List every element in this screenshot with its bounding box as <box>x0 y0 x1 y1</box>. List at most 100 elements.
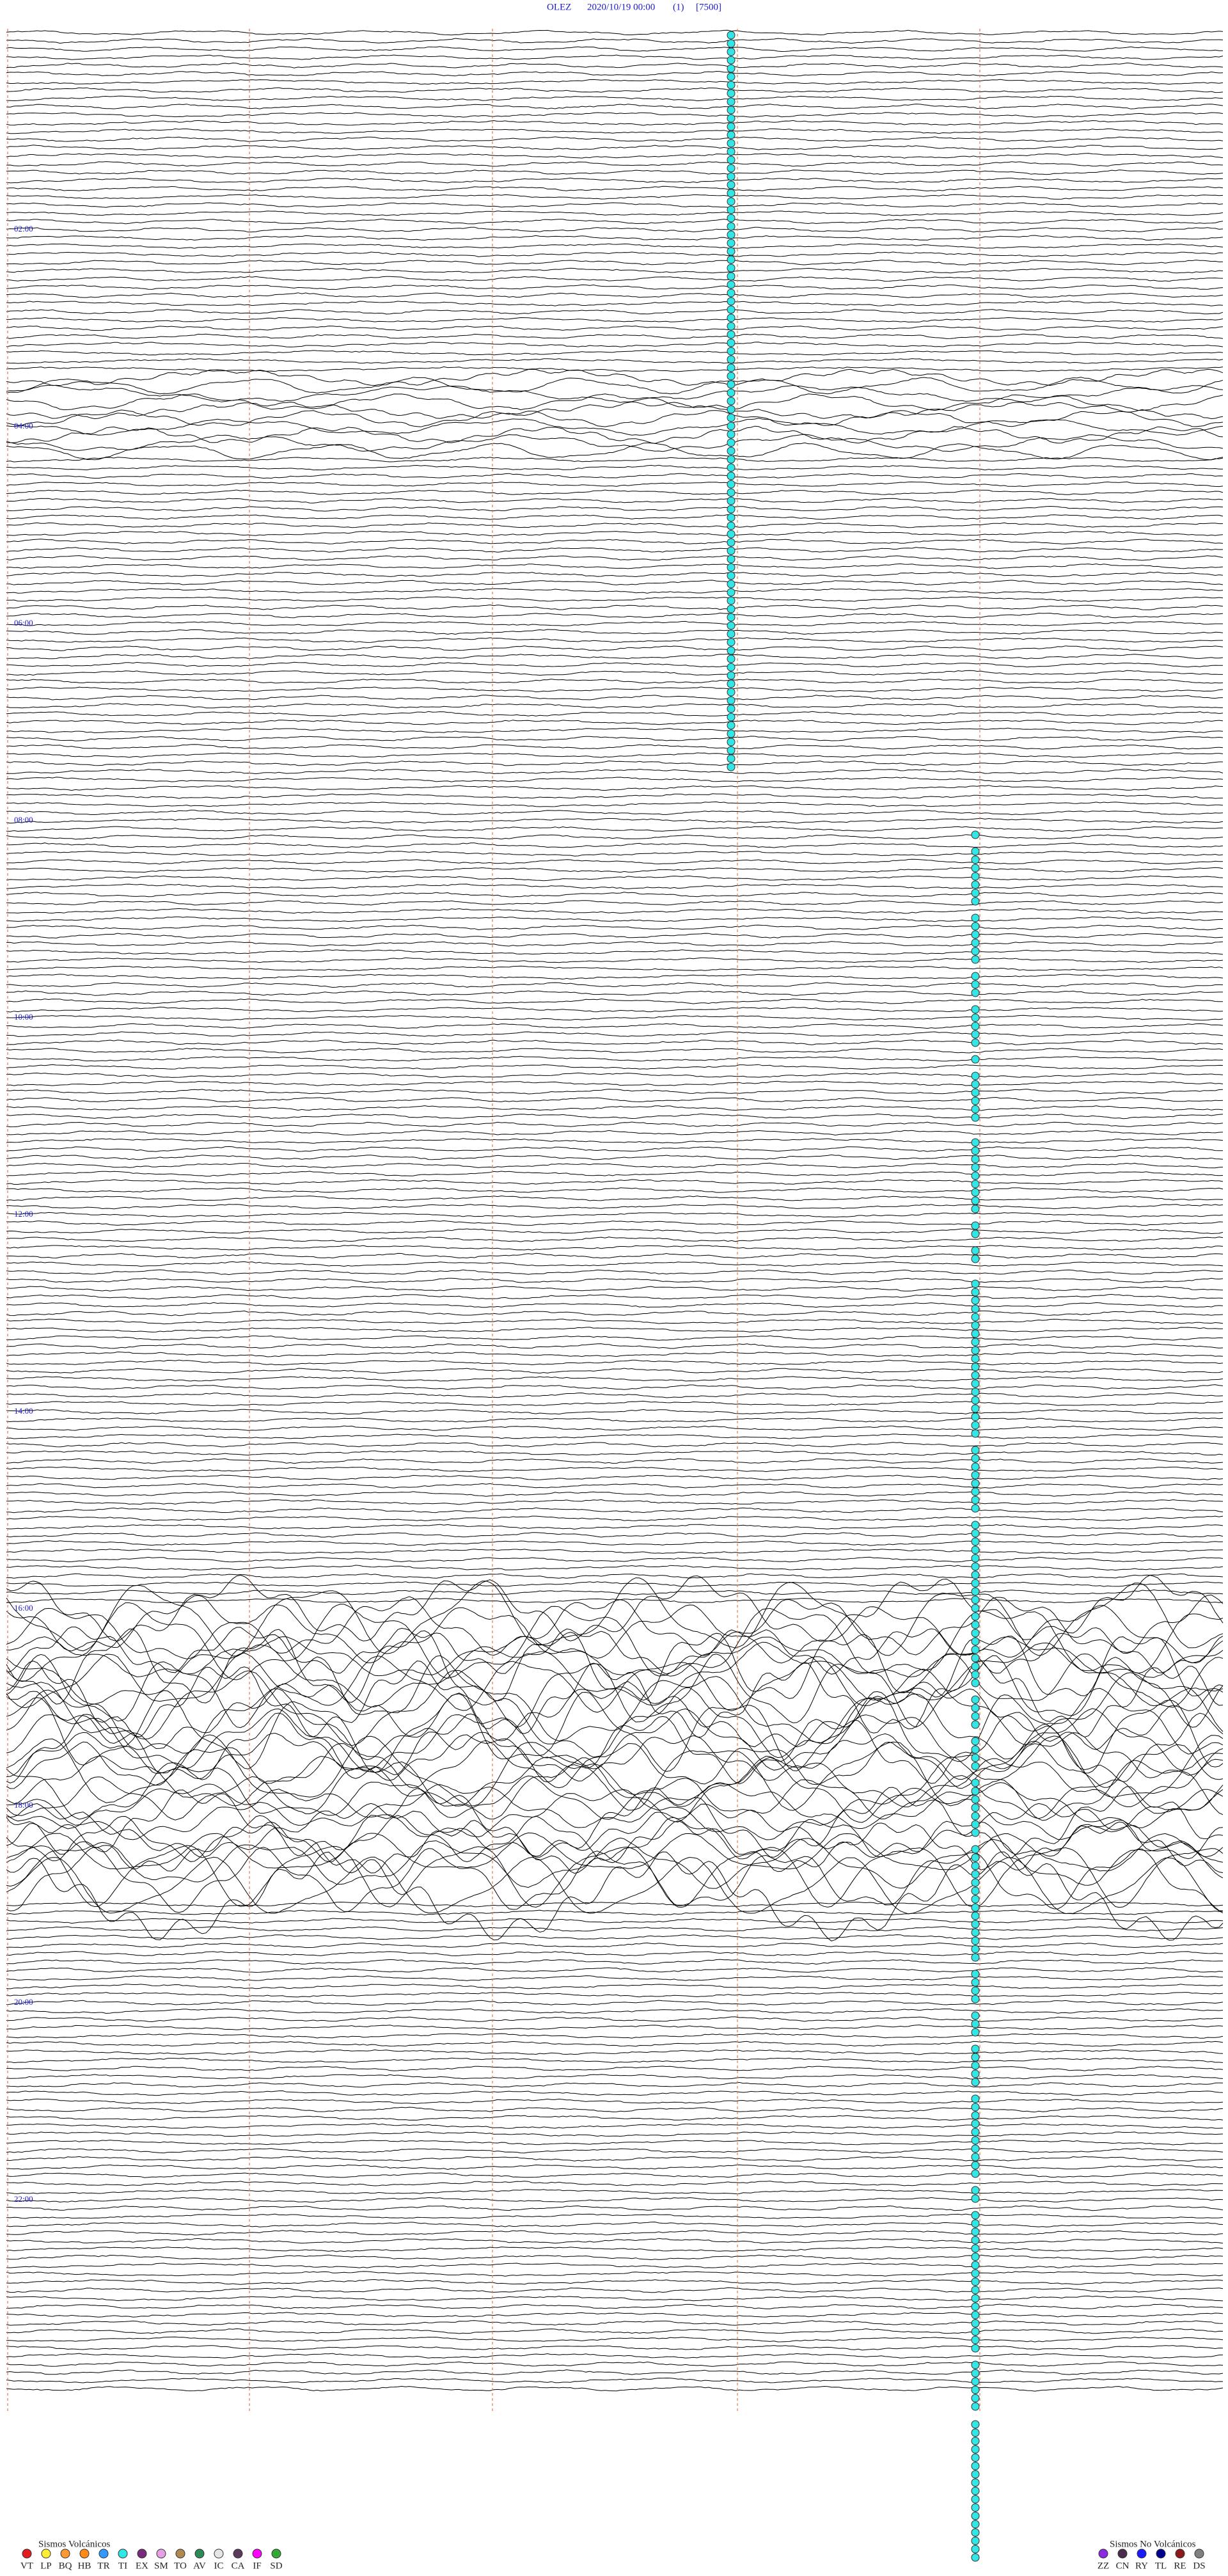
trace <box>6 867 1224 873</box>
trace <box>6 87 1224 93</box>
trace <box>6 785 1224 791</box>
trace <box>6 226 1224 233</box>
trace <box>6 1343 1224 1349</box>
trace <box>6 308 1224 315</box>
trace <box>6 883 1224 890</box>
event-dot <box>971 2319 980 2328</box>
event-dot <box>727 272 736 281</box>
trace <box>6 243 1224 249</box>
hour-label: 10:00 <box>14 1012 33 1022</box>
event-dot <box>727 530 736 539</box>
trace <box>6 1573 1224 1579</box>
event-dot <box>727 721 736 730</box>
event-dot <box>727 139 736 148</box>
event-dot <box>727 696 736 705</box>
legend-label: EX <box>136 2561 148 2571</box>
event-dot <box>971 2144 980 2153</box>
trace <box>6 1400 1224 1407</box>
legend-label: RY <box>1135 2561 1148 2571</box>
trace <box>6 1039 1224 1045</box>
event-dot <box>971 1886 980 1895</box>
legend-label: TR <box>97 2561 109 2571</box>
legend-swatch <box>271 2548 281 2559</box>
event-dot <box>727 189 736 198</box>
event-dot <box>971 1903 980 1912</box>
event-dot <box>971 2394 980 2403</box>
trace <box>6 2115 1224 2121</box>
trace <box>6 990 1223 996</box>
legend-swatch <box>1194 2548 1204 2559</box>
legend-swatch <box>79 2548 90 2559</box>
trace <box>6 317 1224 323</box>
trace <box>6 1376 1224 1382</box>
trace <box>6 2164 1224 2170</box>
event-dot <box>971 1762 980 1771</box>
legend-title: Sismos No Volcánicos <box>1110 2539 1196 2549</box>
event-dot <box>971 1911 980 1920</box>
event-dot <box>971 1662 980 1671</box>
event-dot <box>971 2302 980 2311</box>
event-dot <box>971 1180 980 1189</box>
legend-swatch <box>175 2548 185 2559</box>
trace <box>6 2188 1224 2195</box>
trace <box>6 2066 1224 2071</box>
event-dot <box>971 1878 980 1887</box>
trace <box>6 1803 1224 1858</box>
trace <box>6 442 1224 461</box>
event-dot <box>971 1496 980 1505</box>
event-dot <box>727 355 736 364</box>
trace <box>6 1652 1224 1713</box>
legend-swatch <box>1117 2548 1128 2559</box>
trace <box>6 1629 1224 1705</box>
event-dot <box>971 1462 980 1471</box>
trace <box>6 2000 1224 2006</box>
event-dot <box>727 604 736 613</box>
event-dot <box>971 1421 980 1430</box>
event-dot <box>727 679 736 688</box>
trace <box>6 194 1224 200</box>
trace <box>6 1984 1224 1989</box>
trace <box>6 2090 1224 2096</box>
trace <box>6 1302 1224 1308</box>
trace <box>6 267 1224 274</box>
trace <box>6 1967 1224 1973</box>
event-dot <box>971 2428 980 2437</box>
event-dot <box>727 180 736 189</box>
trace <box>6 1187 1224 1193</box>
event-dot <box>727 322 736 331</box>
trace <box>6 1252 1224 1259</box>
event-dot <box>971 1030 980 1039</box>
event-dot <box>971 2385 980 2394</box>
trace <box>6 826 1224 832</box>
trace <box>6 1636 1224 1678</box>
trace <box>6 933 1224 939</box>
event-dot <box>971 2244 980 2253</box>
trace <box>6 1597 1224 1604</box>
trace <box>6 1286 1224 1292</box>
trace <box>6 1138 1224 1144</box>
trace <box>6 2181 1224 2186</box>
event-dot <box>727 671 736 680</box>
trace <box>6 1950 1223 1957</box>
trace <box>6 637 1223 643</box>
event-dot <box>971 2294 980 2303</box>
trace <box>6 793 1224 799</box>
event-dot <box>727 155 736 164</box>
event-dot <box>727 413 736 422</box>
trace <box>6 342 1224 348</box>
event-dot <box>727 397 736 406</box>
event-dot <box>727 380 736 389</box>
trace <box>6 547 1224 553</box>
trace <box>6 720 1224 725</box>
legend-swatch <box>1156 2548 1166 2559</box>
event-dot <box>971 2453 980 2462</box>
trace <box>6 1959 1223 1965</box>
event-dot <box>971 2103 980 2112</box>
event-dot <box>971 913 980 922</box>
event-dot <box>971 1379 980 1388</box>
event-dot <box>971 2478 980 2487</box>
trace <box>6 1832 1224 1872</box>
trace <box>6 70 1224 77</box>
trace <box>6 1195 1224 1201</box>
event-dot <box>727 280 736 289</box>
